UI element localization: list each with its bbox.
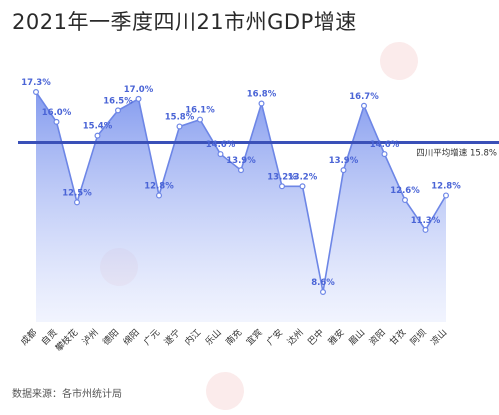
- data-label: 16.0%: [42, 108, 72, 118]
- data-point: [381, 151, 388, 158]
- data-point: [217, 151, 224, 158]
- data-label: 13.2%: [267, 172, 297, 182]
- data-label: 16.8%: [247, 89, 277, 99]
- data-point: [361, 102, 368, 109]
- data-label: 16.1%: [185, 106, 215, 116]
- x-tick-label: 广安: [264, 326, 285, 347]
- data-label: 16.5%: [103, 96, 133, 106]
- data-point: [238, 167, 245, 174]
- x-tick-label: 遂宁: [162, 326, 183, 347]
- data-point: [73, 199, 80, 206]
- x-tick-label: 德阳: [100, 326, 121, 347]
- data-points: [32, 88, 450, 296]
- data-point: [258, 100, 265, 107]
- average-reference-label: 四川平均增速 15.8%: [416, 147, 497, 158]
- data-point: [94, 132, 101, 139]
- data-label: 12.5%: [62, 188, 92, 198]
- x-tick-label: 甘孜: [387, 326, 408, 347]
- data-point: [299, 183, 306, 190]
- x-tick-label: 绵阳: [121, 326, 142, 347]
- x-tick-label: 南充: [223, 326, 244, 347]
- x-tick-label: 雅安: [326, 326, 347, 347]
- page-title: 2021年一季度四川21市州GDP增速: [12, 10, 357, 34]
- x-tick-label: 凉山: [428, 326, 449, 347]
- data-label: 17.3%: [21, 78, 51, 88]
- data-label: 17.0%: [124, 85, 154, 95]
- data-label: 14.6%: [370, 140, 400, 150]
- data-point: [176, 123, 183, 130]
- x-tick-label: 眉山: [347, 327, 368, 348]
- data-labels: 17.3% 16.0% 12.5% 15.4% 16.5%17.0% 12.8% 15.8%…: [21, 78, 461, 288]
- data-point: [402, 197, 409, 204]
- data-label: 14.6%: [206, 140, 236, 150]
- x-tick-label: 阿坝: [408, 327, 429, 348]
- data-label: 13.9%: [226, 156, 256, 166]
- x-tick-label: 广元: [141, 326, 162, 347]
- data-point: [279, 183, 286, 190]
- x-tick-label: 攀枝花: [53, 326, 81, 354]
- data-label: 13.9%: [329, 156, 359, 166]
- data-label: 11.3%: [411, 216, 441, 226]
- data-label: 15.4%: [83, 122, 113, 132]
- x-tick-label: 达州: [285, 326, 306, 347]
- x-tick-labels: 成都 自贡攀枝花 泸州 德阳 绵阳 广元 遂宁 内江 乐山 南充 宜宾 广安 达州 巴中 雅安 眉山 资阳 甘孜阿…: [18, 326, 449, 354]
- data-label: 8.6%: [311, 278, 335, 288]
- source-note: 数据来源：各市州统计局: [12, 389, 122, 400]
- x-tick-label: 泸州: [80, 327, 101, 348]
- x-tick-label: 成都: [18, 326, 39, 347]
- data-label: 15.8%: [165, 112, 195, 122]
- area-fill: [36, 92, 446, 322]
- x-tick-label: 宜宾: [244, 326, 265, 347]
- x-tick-label: 巴中: [305, 326, 326, 347]
- data-point: [340, 167, 347, 174]
- data-label: 12.6%: [390, 186, 420, 196]
- data-point: [53, 118, 60, 125]
- x-tick-label: 乐山: [203, 326, 224, 347]
- data-label: 13.2%: [288, 172, 318, 182]
- x-tick-label: 资阳: [367, 327, 388, 348]
- data-point: [320, 289, 327, 296]
- data-point: [422, 226, 429, 233]
- x-tick-label: 内江: [182, 326, 203, 347]
- data-point: [114, 107, 121, 114]
- data-label: 16.7%: [349, 92, 379, 102]
- data-point: [156, 192, 163, 199]
- data-point: [135, 95, 142, 102]
- data-point: [197, 116, 204, 123]
- data-label: 12.8%: [431, 181, 461, 191]
- data-label: 12.8%: [144, 181, 174, 191]
- data-point: [443, 192, 450, 199]
- data-point: [32, 88, 39, 95]
